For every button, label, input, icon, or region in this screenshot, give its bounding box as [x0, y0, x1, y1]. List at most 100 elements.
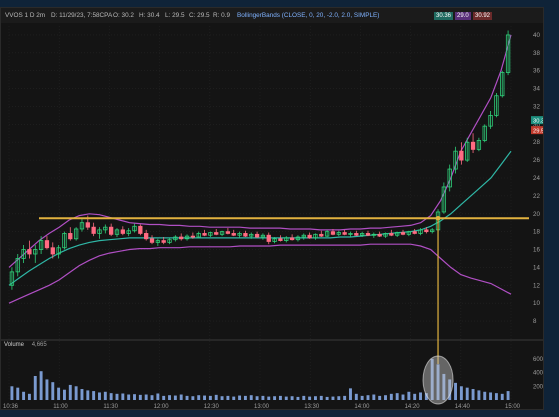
- volume-bar: [51, 382, 55, 400]
- volume-bar: [138, 394, 142, 400]
- open-readout: O: 30.2: [113, 12, 134, 19]
- volume-bar: [506, 391, 510, 400]
- time-tick-label: 11:30: [103, 404, 118, 410]
- candle-body: [149, 238, 155, 243]
- candle-body: [465, 141, 470, 161]
- volume-label: Volume 4,665: [4, 342, 47, 348]
- volume-bar: [86, 390, 90, 400]
- candle-body: [79, 222, 85, 230]
- volume-bar: [173, 395, 177, 400]
- time-tick-label: 10:36: [3, 404, 19, 410]
- volume-bar: [57, 387, 61, 400]
- candle-body: [272, 238, 277, 242]
- price-tick-label: 22: [533, 193, 540, 200]
- volume-bar: [442, 373, 446, 400]
- candle-body: [190, 235, 196, 238]
- candle-body: [243, 233, 248, 237]
- price-tick-label: 8: [533, 318, 537, 325]
- price-tick-label: 38: [533, 50, 540, 57]
- volume-bar: [162, 395, 166, 400]
- volume-bar: [10, 386, 14, 400]
- volume-bar: [413, 393, 417, 400]
- volume-bar: [284, 396, 288, 400]
- volume-bar: [419, 392, 422, 400]
- candle-body: [254, 233, 260, 238]
- candle-body: [412, 231, 417, 234]
- volume-bar: [232, 396, 236, 400]
- volume-bar: [133, 394, 136, 400]
- volume-bar: [255, 396, 259, 400]
- volume-bar: [80, 389, 84, 400]
- candle-body: [453, 150, 458, 170]
- volume-bar: [430, 358, 434, 400]
- candle-body: [307, 234, 312, 239]
- candle-body: [371, 233, 376, 236]
- candle-body: [50, 247, 55, 255]
- volume-bar: [360, 395, 364, 400]
- volume-bar: [267, 396, 271, 400]
- candle-body: [505, 34, 511, 73]
- candle-body: [418, 229, 423, 234]
- volume-bar: [343, 395, 347, 400]
- volume-bar: [74, 386, 78, 400]
- candle-body: [97, 229, 102, 234]
- time-tick-label: 13:00: [254, 404, 270, 410]
- bb-middle-line: [8, 150, 512, 286]
- candle-body: [21, 249, 26, 259]
- volume-bar: [62, 389, 66, 400]
- volume-bar: [308, 396, 312, 400]
- candle-body: [494, 95, 499, 116]
- volume-bar: [401, 394, 405, 400]
- volume-bar: [103, 391, 107, 400]
- volume-bar: [489, 392, 493, 400]
- candle-body: [173, 236, 178, 241]
- candle-body: [132, 225, 137, 232]
- volume-bar: [92, 391, 96, 400]
- last-price-badge: [531, 116, 543, 125]
- candle-body: [184, 235, 190, 240]
- volume-bar: [483, 391, 487, 400]
- volume-bar: [465, 387, 469, 400]
- price-tick-label: 24: [533, 175, 540, 182]
- volume-panel: 600 400 200: [10, 357, 543, 400]
- volume-bar: [424, 393, 428, 400]
- candle-body: [354, 233, 359, 236]
- price-tick-label: 16: [533, 247, 540, 254]
- candle-body: [155, 240, 160, 243]
- volume-bar: [249, 395, 253, 400]
- bid-price-badge: [531, 126, 543, 135]
- price-tick-label: 32: [533, 103, 540, 110]
- volume-bar: [16, 387, 20, 400]
- volume-bar: [325, 396, 329, 400]
- candle-body: [500, 72, 505, 97]
- volume-bar: [243, 395, 247, 400]
- volume-bar: [179, 394, 183, 400]
- candle-body: [260, 234, 266, 238]
- candle-body: [289, 237, 295, 241]
- volume-bar: [127, 394, 131, 400]
- candle-body: [278, 238, 283, 241]
- grid-layer: [1, 26, 543, 400]
- volume-bar: [68, 384, 72, 400]
- candle-body: [68, 233, 73, 240]
- candle-body: [383, 233, 388, 237]
- symbol-label[interactable]: VVOS 1 D 2m: [5, 12, 46, 19]
- bb-mid-pill: 29.0: [455, 12, 471, 20]
- volume-bar: [150, 395, 154, 400]
- candle-body: [138, 225, 143, 234]
- bollinger-bands: [8, 34, 512, 304]
- price-tick-label: 26: [533, 157, 540, 164]
- volume-bar: [494, 393, 498, 400]
- candle-body: [348, 233, 353, 235]
- volume-bar: [115, 393, 119, 400]
- volume-bar: [302, 395, 306, 400]
- change-readout: R: 0.9: [213, 12, 231, 19]
- volume-bar: [45, 379, 49, 400]
- study-readout[interactable]: BollingerBands (CLOSE, 0, 20, -2.0, 2.0,…: [237, 12, 380, 19]
- price-tick-label: 30: [533, 121, 540, 128]
- chart-header: VVOS 1 D 2m D: 11/29/23, 7:58CPA O: 30.2…: [1, 8, 543, 23]
- volume-bar: [290, 396, 294, 400]
- volume-bar: [214, 394, 218, 400]
- candle-body: [395, 232, 400, 236]
- candle-body: [109, 226, 114, 235]
